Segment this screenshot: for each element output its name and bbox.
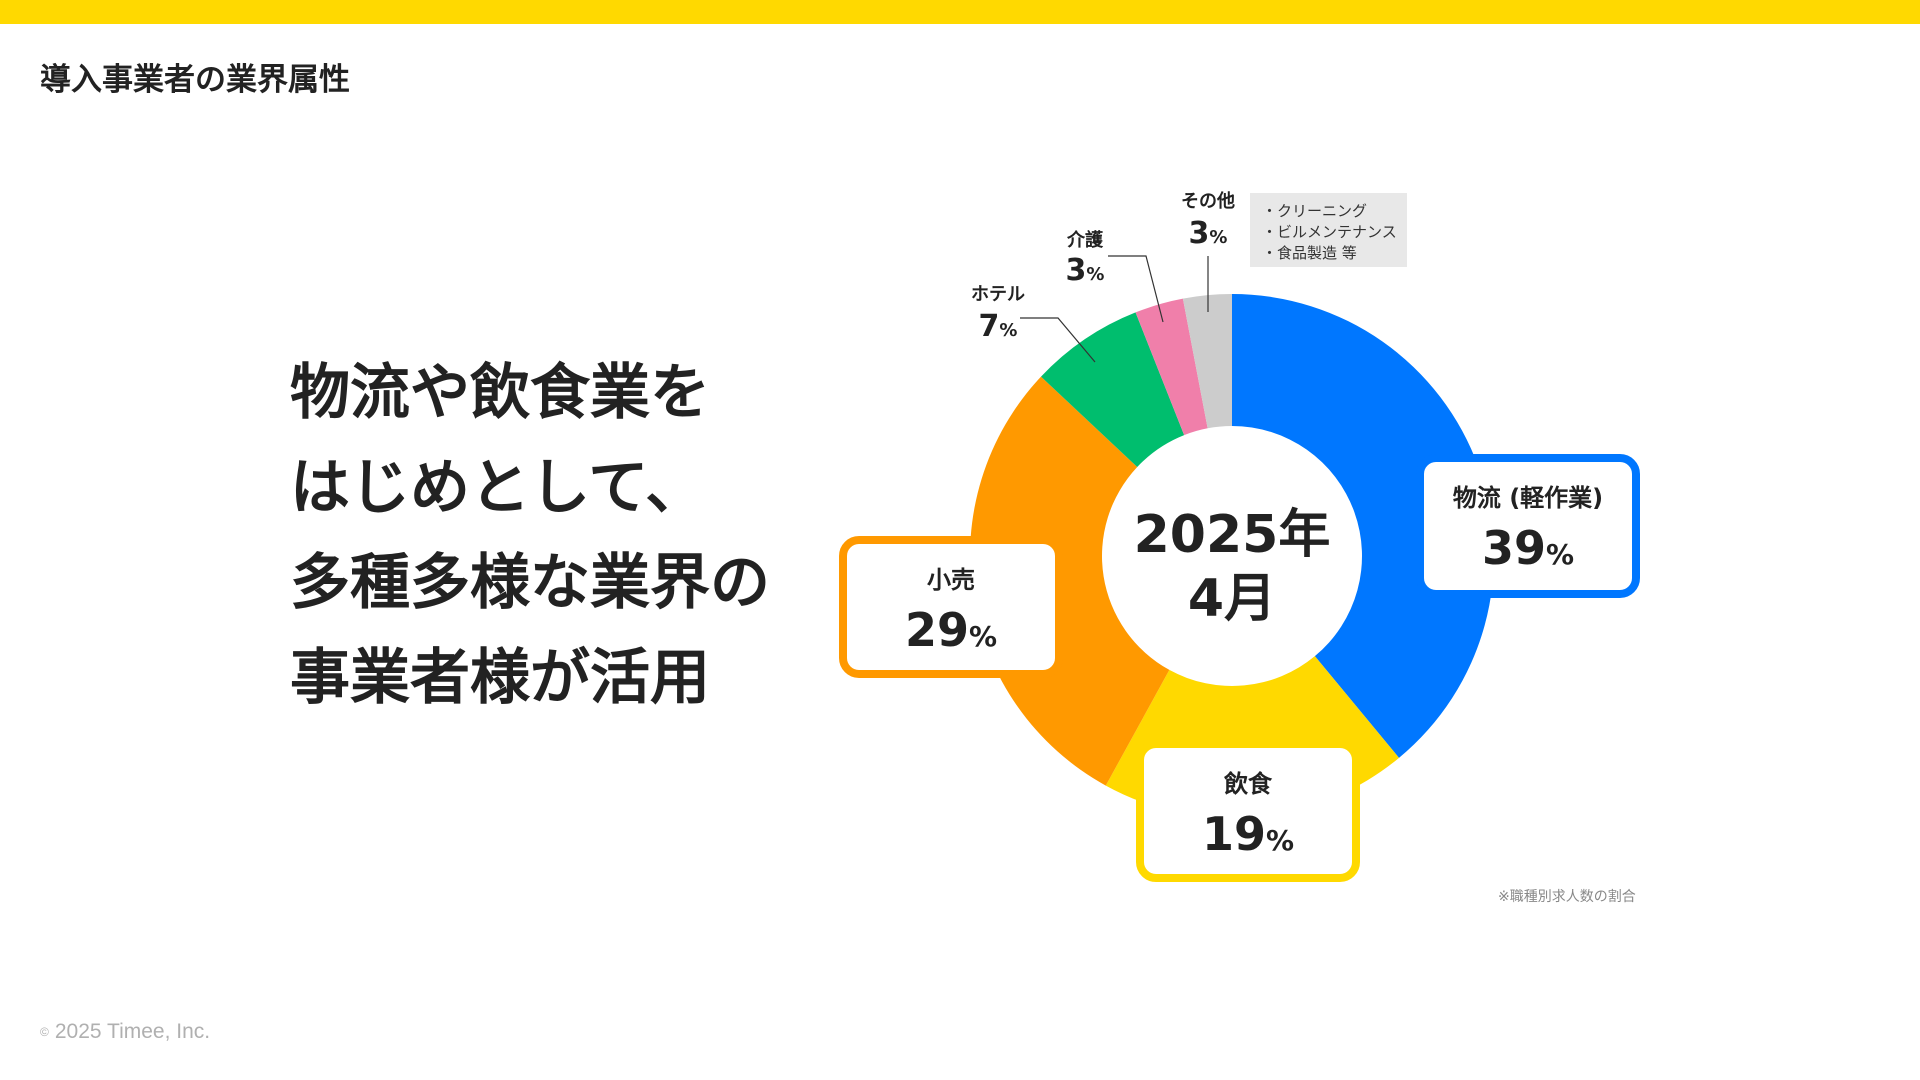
- slice-retail: [970, 376, 1170, 786]
- headline: 物流や飲食業を はじめとして、 多種多様な業界の 事業者様が活用: [290, 346, 770, 726]
- label-value-other: 3%: [1189, 216, 1228, 251]
- label-value-food: 19%: [1202, 807, 1294, 861]
- copyright-text: 2025 Timee, Inc.: [54, 1020, 211, 1043]
- headline-line-1: 物流や飲食業を: [290, 358, 710, 428]
- slice-logistics: [1232, 294, 1494, 758]
- label-name-other: その他: [1181, 190, 1235, 212]
- headline-line-4: 事業者様が活用: [290, 643, 710, 713]
- label-value-hotel: 7%: [979, 309, 1018, 344]
- label-box-retail: [839, 536, 1063, 678]
- other-note-line: ・食品製造 等: [1262, 244, 1357, 262]
- headline-line-2: はじめとして、: [290, 453, 706, 523]
- label-name-retail: 小売: [927, 566, 975, 594]
- copyright-symbol: ©: [40, 1025, 49, 1040]
- label-box-logistics: [1416, 454, 1640, 598]
- label-name-logistics: 物流 (軽作業): [1453, 484, 1603, 512]
- center-label-year: 2025年: [1134, 505, 1331, 565]
- leader-line-care: [1108, 255, 1164, 323]
- brand-top-bar: [0, 0, 1920, 24]
- label-value-logistics: 39%: [1482, 521, 1574, 575]
- slice-hotel: [1041, 312, 1185, 468]
- page-title: 導入事業者の業界属性: [40, 62, 350, 98]
- label-name-hotel: ホテル: [971, 284, 1025, 305]
- leader-line-hotel: [1020, 317, 1096, 363]
- center-label-month: 4月: [1188, 569, 1276, 629]
- headline-line-3: 多種多様な業界の: [290, 548, 770, 618]
- label-box-food: [1136, 740, 1360, 882]
- slice-other: [1182, 294, 1232, 429]
- label-value-retail: 29%: [905, 603, 997, 657]
- label-value-care: 3%: [1066, 253, 1105, 288]
- other-note-line: ・ビルメンテナンス: [1262, 223, 1397, 241]
- other-note-line: ・クリーニング: [1262, 202, 1367, 220]
- slice-care: [1135, 298, 1208, 436]
- chart-footnote: ※職種別求人数の割合: [1498, 889, 1636, 905]
- label-name-food: 飲食: [1223, 770, 1273, 798]
- copyright: © 2025 Timee, Inc.: [40, 1020, 210, 1044]
- label-name-care: 介護: [1066, 229, 1104, 251]
- other-note-box: [1250, 193, 1407, 267]
